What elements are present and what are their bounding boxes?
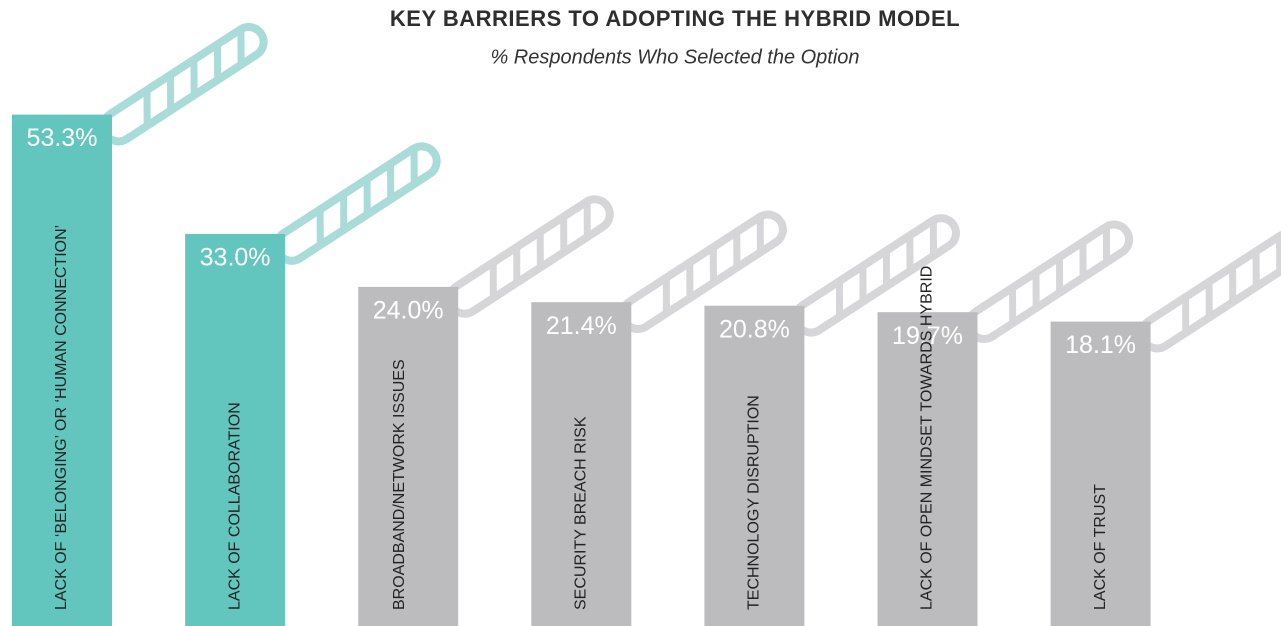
stripe-slash xyxy=(1079,243,1087,277)
stripe-slash xyxy=(1182,298,1190,332)
stripe-slash xyxy=(859,267,867,301)
chart-subtitle: % Respondents Who Selected the Option xyxy=(490,46,859,68)
stripe-slash xyxy=(190,60,198,95)
value-label: 24.0% xyxy=(373,296,444,324)
stripe-slash xyxy=(316,210,324,244)
chart-title: KEY BARRIERS TO ADOPTING THE HYBRID MODE… xyxy=(390,6,960,31)
stripe-slash xyxy=(733,233,741,267)
value-label: 20.8% xyxy=(719,315,790,343)
stripe-slash xyxy=(906,236,914,270)
stripe-slash xyxy=(1205,282,1213,317)
category-label: LACK OF COLLABORATION xyxy=(226,402,243,610)
stripe-decoration xyxy=(272,142,441,265)
stripe-slash xyxy=(835,282,844,316)
stripe-slash xyxy=(489,263,497,297)
stripe-slash xyxy=(167,75,175,110)
stripe-slash xyxy=(1032,273,1040,307)
category-label: LACK OF OPEN MINDSET TOWARDS HYBRID xyxy=(919,266,936,610)
stripe-decoration xyxy=(965,220,1134,343)
value-label: 19.7% xyxy=(892,322,963,350)
bar xyxy=(877,312,978,626)
value-label: 53.3% xyxy=(27,124,98,152)
stripe-slash xyxy=(213,45,222,79)
value-label: 18.1% xyxy=(1065,331,1136,359)
stripe-slash xyxy=(143,91,151,125)
stripe-decoration xyxy=(618,210,787,333)
stripe-slash xyxy=(513,248,521,282)
stripe-slash xyxy=(1252,252,1260,286)
bar xyxy=(12,114,112,626)
stripe-slash xyxy=(410,149,418,183)
stripe-slash xyxy=(536,233,544,267)
stripe-slash xyxy=(686,263,694,297)
stripe-slash xyxy=(662,278,670,313)
stripe-slash xyxy=(340,195,348,229)
decorations xyxy=(99,23,1281,353)
bar xyxy=(358,286,459,626)
bar xyxy=(185,233,286,626)
value-label: 21.4% xyxy=(546,312,617,340)
stripe-decoration xyxy=(99,23,268,146)
stripe-decoration xyxy=(1138,229,1281,353)
stripe-slash xyxy=(237,30,245,64)
category-label: SECURITY BREACH RISK xyxy=(573,416,590,610)
stripe-slash xyxy=(882,251,891,286)
stripe-slash xyxy=(1009,288,1017,323)
category-label: BROADBAND/NETWORK ISSUES xyxy=(391,359,408,610)
stripe-slash xyxy=(1102,227,1111,262)
stripe-slash xyxy=(929,221,938,255)
stripe-slash xyxy=(363,180,371,214)
category-label: TECHNOLOGY DISRUPTION xyxy=(746,395,763,610)
stripe-slash xyxy=(1229,267,1237,302)
stripe-slash xyxy=(756,217,764,252)
value-label: 33.0% xyxy=(200,244,271,272)
category-label: LACK OF TRUST xyxy=(1092,484,1109,610)
category-label: LACK OF ‘BELONGING’ OR ‘HUMAN CONNECTION… xyxy=(53,225,70,610)
stripe-slash xyxy=(560,217,568,252)
bar xyxy=(1050,321,1151,626)
stripe-slash xyxy=(709,248,717,282)
stripe-slash xyxy=(1055,258,1064,292)
stripe-slash xyxy=(387,164,395,199)
stripe-slash xyxy=(583,202,591,236)
stripe-decoration xyxy=(445,195,614,318)
bar xyxy=(531,302,632,626)
stripe-slash xyxy=(1276,237,1281,271)
bar xyxy=(704,305,805,626)
